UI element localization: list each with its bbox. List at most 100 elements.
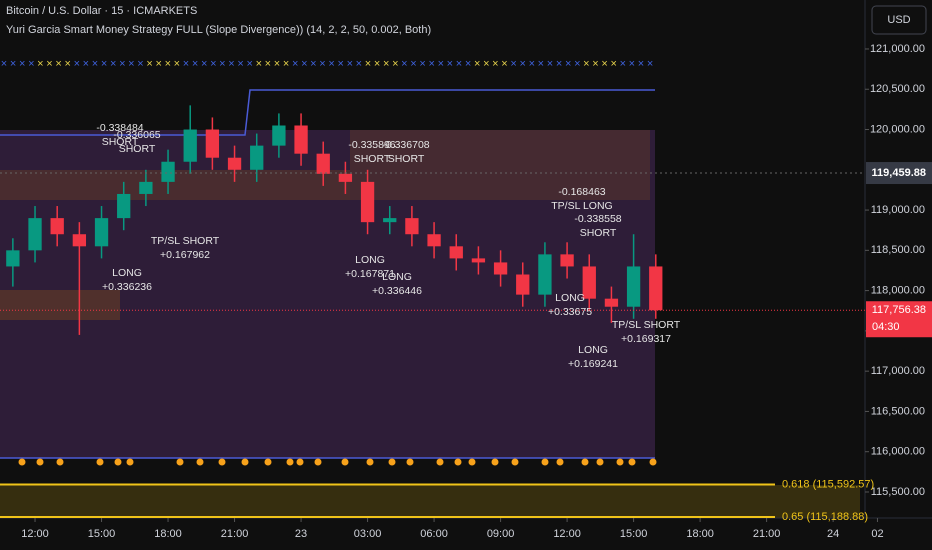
- indicator-x: ×: [192, 58, 198, 70]
- indicator-x: ×: [510, 58, 516, 70]
- indicator-x: ×: [547, 58, 553, 70]
- candle-body: [338, 173, 353, 182]
- signal-dot: [126, 458, 134, 466]
- signal-dot: [616, 458, 624, 466]
- signal-dot: [218, 458, 226, 466]
- signal-dot: [454, 458, 462, 466]
- indicator-x: ×: [310, 58, 316, 70]
- signal-dot: [36, 458, 44, 466]
- crosshair-tag: [866, 162, 932, 185]
- indicator-x: ×: [101, 58, 107, 70]
- signal-dot: [556, 458, 564, 466]
- zone-band: [350, 130, 650, 200]
- indicator-x: ×: [210, 58, 216, 70]
- trade-label: SHORT: [102, 136, 139, 148]
- indicator-x: ×: [92, 58, 98, 70]
- y-tick-label: 119,000.00: [871, 204, 925, 216]
- x-tick-label: 06:00: [420, 528, 448, 540]
- indicator-x: ×: [519, 58, 525, 70]
- indicator-x: ×: [46, 58, 52, 70]
- candle-body: [6, 250, 20, 267]
- signal-dot: [628, 458, 636, 466]
- indicator-x: ×: [201, 58, 207, 70]
- x-tick-label: 03:00: [354, 528, 382, 540]
- signal-dot: [96, 458, 104, 466]
- currency-label[interactable]: USD: [887, 14, 910, 26]
- y-tick-label: 115,500.00: [871, 486, 925, 498]
- trade-label: +0.336236: [102, 281, 152, 293]
- indicator-x: ×: [146, 58, 152, 70]
- indicator-x: ×: [37, 58, 43, 70]
- x-tick-label: 12:00: [553, 528, 581, 540]
- indicator-x: ×: [592, 58, 598, 70]
- indicator-x: ×: [456, 58, 462, 70]
- indicator-x: ×: [583, 58, 589, 70]
- y-tick-label: 121,000.00: [870, 43, 925, 55]
- trade-label: -0.336708: [382, 139, 429, 151]
- indicator-x: ×: [165, 58, 171, 70]
- indicator-x: ×: [419, 58, 425, 70]
- x-tick-label: 23: [295, 528, 307, 540]
- candle-body: [72, 234, 87, 247]
- x-tick-label: 15:00: [620, 528, 648, 540]
- trade-label: +0.33675: [548, 306, 592, 318]
- candle-body: [227, 157, 242, 170]
- indicator-title: Yuri Garcia Smart Money Strategy FULL (S…: [6, 24, 431, 36]
- candle-body: [360, 181, 375, 223]
- indicator-x: ×: [55, 58, 61, 70]
- x-tick-label: 21:00: [753, 528, 781, 540]
- candle-body: [471, 258, 486, 263]
- candle-body: [50, 218, 64, 235]
- y-tick-label: 116,500.00: [871, 405, 925, 417]
- trade-label: +0.336446: [372, 285, 422, 297]
- indicator-x: ×: [328, 58, 334, 70]
- signal-dot: [176, 458, 184, 466]
- signal-dot: [649, 458, 657, 466]
- trade-label: +0.169241: [568, 358, 618, 370]
- indicator-x: ×: [237, 58, 243, 70]
- indicator-x: ×: [465, 58, 471, 70]
- indicator-x: ×: [74, 58, 80, 70]
- y-tick-label: 117,000.00: [871, 365, 925, 377]
- indicator-x: ×: [383, 58, 389, 70]
- trade-label: -0.338484: [96, 122, 143, 134]
- x-tick-label: 12:00: [21, 528, 49, 540]
- signal-dot: [196, 458, 204, 466]
- signal-dot: [541, 458, 549, 466]
- indicator-x: ×: [620, 58, 626, 70]
- indicator-x: ×: [265, 58, 271, 70]
- signal-dot: [388, 458, 396, 466]
- signal-dot: [366, 458, 374, 466]
- last-price-label: 117,756.38: [872, 304, 926, 316]
- indicator-x: ×: [474, 58, 480, 70]
- candle-body: [117, 193, 131, 219]
- indicator-x: ×: [137, 58, 143, 70]
- candle-body: [28, 218, 42, 251]
- candle-body: [604, 298, 619, 307]
- candle-body: [582, 266, 596, 299]
- trade-label: +0.167871: [345, 268, 395, 280]
- candle-body: [94, 218, 109, 247]
- candle-body: [405, 218, 419, 235]
- candle-body: [316, 153, 330, 174]
- candle-body: [183, 129, 197, 162]
- indicator-x: ×: [401, 58, 407, 70]
- signal-dot: [114, 458, 122, 466]
- indicator-x: ×: [83, 58, 89, 70]
- indicator-x: ×: [301, 58, 307, 70]
- signal-dot: [264, 458, 272, 466]
- indicator-x: ×: [10, 58, 16, 70]
- signal-dot: [468, 458, 476, 466]
- y-tick-label: 120,000.00: [870, 123, 925, 135]
- signal-dot: [491, 458, 499, 466]
- currency-button[interactable]: [871, 5, 927, 35]
- trade-label: LONG: [555, 292, 585, 304]
- indicator-x: ×: [292, 58, 298, 70]
- indicator-x: ×: [183, 58, 189, 70]
- trade-label: -0.336065: [113, 129, 160, 141]
- signal-dot: [18, 458, 26, 466]
- candle-body: [250, 145, 264, 170]
- trade-label: SHORT: [388, 153, 425, 165]
- signal-dot: [436, 458, 444, 466]
